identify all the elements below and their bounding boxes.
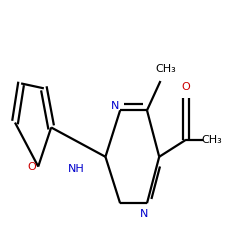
Text: O: O (182, 82, 190, 92)
Text: N: N (140, 209, 149, 219)
Text: CH₃: CH₃ (155, 64, 176, 74)
Text: N: N (110, 102, 119, 112)
Text: CH₃: CH₃ (202, 135, 222, 145)
Text: NH: NH (68, 164, 85, 174)
Text: O: O (28, 162, 36, 172)
